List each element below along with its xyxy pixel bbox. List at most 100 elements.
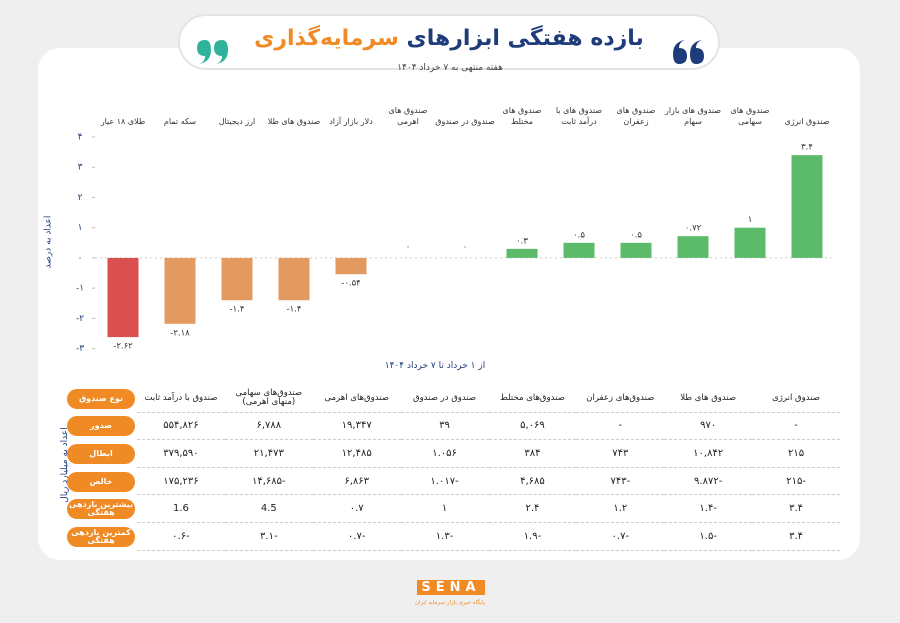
table-cell: ۰.۷ bbox=[312, 495, 401, 523]
table: صندوق انرژی صندوق های طلا صندوق‌های زعفران… bbox=[65, 385, 840, 551]
table-cell: ۱ bbox=[400, 495, 489, 523]
y-tick-label: ۲ bbox=[78, 193, 83, 203]
table-cell: ۳۹ bbox=[400, 413, 489, 441]
table-cell: ۵,۰۶۹ bbox=[488, 413, 577, 441]
category-label: صندوق های بازار سهام bbox=[664, 106, 722, 127]
row-header-cell: خالص bbox=[65, 468, 137, 496]
row-header-cell: بیشترین بازدهی هفتگی bbox=[65, 495, 137, 523]
category-label: صندوق های اهرمی bbox=[388, 106, 428, 127]
row-header-cell: کمترین بازدهی هفتگی bbox=[65, 523, 137, 551]
table-cell: ۱۹,۳۴۷ bbox=[312, 413, 401, 441]
row-header: صدور bbox=[67, 416, 135, 437]
column-header: صندوق با درآمد ثابت bbox=[137, 385, 225, 413]
category-label: صندوق در صندوق bbox=[435, 117, 495, 127]
table-cell: -۱.۰۱۷ bbox=[400, 468, 489, 496]
category-label: سکه تمام bbox=[163, 117, 197, 127]
column-header: صندوق‌های مختلط bbox=[488, 385, 577, 413]
category-label: طلای ۱۸ عیار bbox=[100, 117, 146, 127]
tagline: پایگاه خبری بازار سرمایه ایران bbox=[414, 600, 486, 606]
title: بازده هفتگی ابزارهای سرمایه‌گذاری bbox=[178, 26, 720, 51]
row-header-cell: ابطال bbox=[65, 440, 137, 468]
bar bbox=[563, 242, 595, 258]
value-label: ۳.۴ bbox=[801, 143, 813, 153]
column-header: صندوق‌های زعفران bbox=[576, 385, 665, 413]
table-cell: ۹۷۰ bbox=[664, 413, 753, 441]
table-cell: ۱.۲ bbox=[576, 495, 665, 523]
table-cell: ۶,۷۸۸ bbox=[224, 413, 313, 441]
table-cell: ۱۰,۸۴۲ bbox=[664, 440, 753, 468]
bar bbox=[278, 257, 310, 301]
table-cell: ۱.۰۵۶ bbox=[400, 440, 489, 468]
table-cell: -۰.۶ bbox=[137, 523, 225, 551]
quote-left bbox=[197, 40, 228, 64]
row-header: نوع صندوق bbox=[67, 388, 135, 409]
quote-right bbox=[673, 40, 704, 64]
y-tick-label: -۱ bbox=[76, 284, 84, 294]
table-cell: ۱۷۵,۲۳۶ bbox=[137, 468, 225, 496]
table-cell: ۳.۴ bbox=[752, 523, 840, 551]
category-label: صندوق های مختلط bbox=[502, 106, 542, 127]
y-tick-label: ۳ bbox=[78, 163, 83, 173]
value-label: ۰.۷۲ bbox=[685, 224, 702, 234]
y-tick-label: ۰ bbox=[78, 253, 83, 263]
row-header-cell: نوع صندوق bbox=[65, 385, 137, 413]
bar bbox=[620, 242, 652, 258]
column-header: صندوق‌های سهامی (منهای اهرمی) bbox=[224, 385, 313, 413]
bar bbox=[791, 155, 823, 258]
category-label: صندوق های طلا bbox=[267, 117, 321, 127]
value-label: -۱.۴ bbox=[287, 305, 302, 315]
row-header: کمترین بازدهی هفتگی bbox=[67, 526, 135, 547]
category-label: صندوق انرژی bbox=[784, 117, 830, 127]
y-tick-label: -۲ bbox=[76, 314, 84, 324]
title-main: بازده هفتگی ابزارهای bbox=[406, 26, 644, 51]
bar bbox=[335, 257, 367, 275]
bar bbox=[164, 257, 196, 324]
category-label: صندوق های سهامی bbox=[730, 106, 770, 127]
value-label: ۰.۳ bbox=[516, 236, 528, 246]
value-label: -۱.۴ bbox=[230, 305, 245, 315]
row-header: بیشترین بازدهی هفتگی bbox=[67, 499, 135, 520]
table-cell: -۱.۴ bbox=[664, 495, 753, 523]
table-cell: -۱.۵ bbox=[664, 523, 753, 551]
table-cell: ۵۵۴,۸۲۶ bbox=[137, 413, 225, 441]
value-label: ۱ bbox=[748, 215, 753, 225]
title-highlight: سرمایه‌گذاری bbox=[254, 26, 399, 51]
value-label: ۰.۵ bbox=[573, 230, 585, 240]
column-header: صندوق انرژی bbox=[752, 385, 840, 413]
table-cell: ۴,۶۸۵ bbox=[488, 468, 577, 496]
y-tick-label: ۴ bbox=[78, 133, 83, 143]
bar bbox=[506, 248, 538, 258]
table-cell: - bbox=[752, 413, 840, 441]
table-cell: ۶,۸۶۳ bbox=[312, 468, 401, 496]
category-label: ارز دیجیتال bbox=[218, 117, 256, 127]
x-note: از ۱ خرداد تا ۷ خرداد ۱۴۰۴ bbox=[384, 361, 486, 371]
column-header: صندوق در صندوق bbox=[400, 385, 489, 413]
table-cell: -۲۱۵ bbox=[752, 468, 840, 496]
table-cell: -۰.۷ bbox=[576, 523, 665, 551]
table-cell: -۳.۱ bbox=[224, 523, 313, 551]
table-cell: 4.5 bbox=[224, 495, 313, 523]
table-cell: -۱.۹ bbox=[488, 523, 577, 551]
value-label: -۲.۶۲ bbox=[113, 342, 133, 352]
bar bbox=[107, 257, 139, 338]
logo-text: SENA bbox=[417, 580, 485, 595]
value-label: -۰.۵۴ bbox=[341, 279, 360, 289]
table-cell: ۲۱۵ bbox=[752, 440, 840, 468]
table-cell: -۱۴,۶۸۵ bbox=[224, 468, 313, 496]
title-pill bbox=[178, 14, 720, 70]
table-cell: -۱.۳ bbox=[400, 523, 489, 551]
category-label: دلار بازار آزاد bbox=[329, 117, 373, 127]
row-header: خالص bbox=[67, 471, 135, 492]
table-cell: ۳۸۴ bbox=[488, 440, 577, 468]
table-cell: 1.6 bbox=[137, 495, 225, 523]
y-tick-label: -۳ bbox=[76, 344, 84, 354]
logo: SENA bbox=[415, 580, 487, 595]
table-cell: -۰.۷ bbox=[312, 523, 401, 551]
value-label: -۲.۱۸ bbox=[170, 328, 190, 338]
column-header: صندوق های طلا bbox=[664, 385, 753, 413]
table-cell: ۲.۴ bbox=[488, 495, 577, 523]
table-cell: -۷۴۳ bbox=[576, 468, 665, 496]
subtitle: هفته منتهی به ۷ خرداد ۱۴۰۴ bbox=[397, 63, 503, 73]
